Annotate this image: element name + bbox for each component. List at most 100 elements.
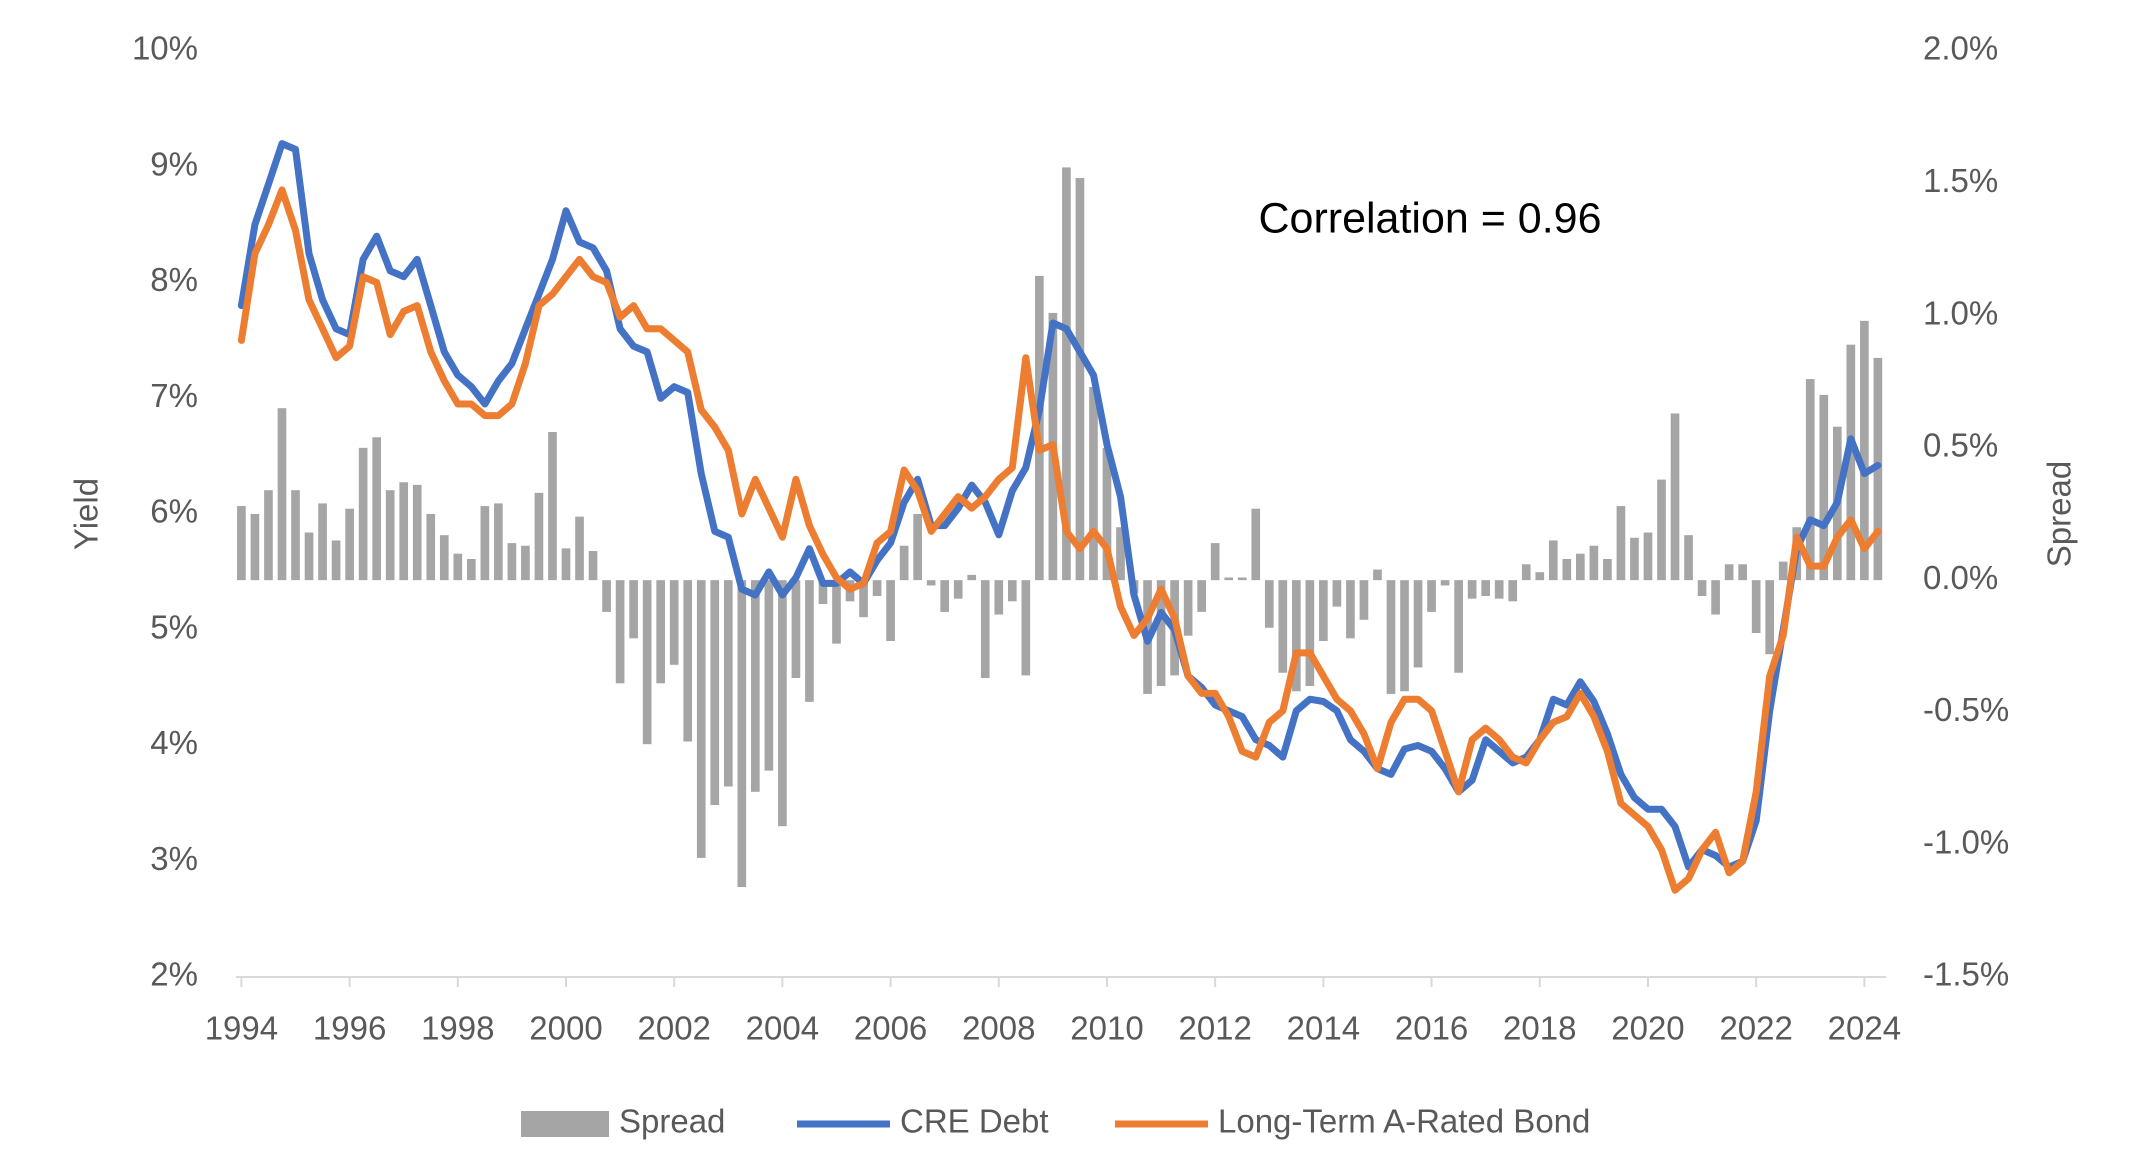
bar	[1454, 580, 1463, 673]
x-tick-label: 2016	[1395, 1010, 1468, 1047]
bar	[1819, 394, 1829, 581]
bar	[696, 580, 706, 858]
bar	[656, 580, 665, 684]
bar	[967, 574, 977, 581]
x-tick-label: 2008	[962, 1010, 1035, 1047]
bar	[791, 580, 801, 679]
y-tick-label: 9%	[150, 145, 198, 182]
bar	[412, 484, 422, 581]
y-tick-label: 10%	[132, 30, 198, 67]
bar	[859, 580, 868, 618]
bar	[669, 580, 679, 665]
line	[237, 140, 1882, 871]
bar	[1440, 580, 1450, 586]
bar	[1237, 577, 1247, 581]
bar	[1319, 580, 1328, 641]
bar	[899, 545, 909, 581]
bar	[1089, 387, 1098, 581]
bar	[548, 431, 557, 581]
bar	[250, 514, 260, 581]
bar	[521, 545, 530, 581]
bar	[805, 580, 814, 702]
x-tick-label: 2020	[1611, 1010, 1684, 1047]
bar	[1400, 580, 1409, 692]
bar	[1751, 580, 1761, 634]
bar	[277, 408, 287, 581]
bar	[264, 490, 273, 581]
bar	[345, 508, 354, 581]
bar	[1075, 177, 1085, 581]
bar	[1521, 564, 1531, 581]
annotation: Correlation = 0.96	[1258, 194, 1601, 242]
bar	[1535, 572, 1545, 581]
bar	[453, 553, 463, 581]
bar	[1292, 580, 1301, 692]
bar	[615, 580, 625, 684]
bar	[1846, 344, 1856, 581]
bar	[1278, 580, 1288, 673]
bar	[426, 514, 436, 581]
bar	[1805, 379, 1815, 581]
bar	[1697, 580, 1707, 597]
x-tick-label: 2024	[1828, 1010, 1901, 1047]
legend-label: CRE Debt	[900, 1103, 1049, 1140]
bar	[1657, 479, 1666, 581]
bar	[1116, 527, 1125, 581]
bar	[980, 580, 990, 679]
bar	[1332, 580, 1342, 607]
bar	[683, 580, 693, 742]
bar	[832, 580, 841, 644]
x-tick-label: 2012	[1178, 1010, 1251, 1047]
bar	[737, 580, 747, 888]
bar	[1481, 580, 1490, 597]
bar	[1508, 580, 1518, 602]
x-tick-label: 1994	[205, 1010, 278, 1047]
bar	[1643, 532, 1653, 581]
bar	[358, 447, 368, 581]
bar	[764, 580, 774, 771]
y-tick-label: 4%	[150, 724, 198, 761]
y2-tick-label: 0.0%	[1923, 559, 1998, 596]
bar	[629, 580, 638, 639]
bar	[642, 580, 652, 745]
bar	[1210, 543, 1220, 581]
y2-tick-label: -0.5%	[1923, 691, 2009, 728]
bar	[886, 580, 895, 641]
y-tick-label: 3%	[150, 840, 198, 877]
bar	[1264, 580, 1274, 628]
bar	[723, 580, 733, 787]
bar	[1102, 447, 1112, 581]
bar	[534, 492, 544, 581]
bar	[913, 514, 922, 581]
x-tick-label: 2010	[1070, 1010, 1143, 1047]
x-tick-label: 2000	[529, 1010, 602, 1047]
bar	[399, 482, 409, 581]
bar	[602, 580, 611, 612]
bar	[1860, 320, 1869, 581]
y-tick-label: 6%	[150, 493, 198, 530]
bar	[1630, 537, 1639, 581]
bar	[1359, 580, 1369, 620]
bar	[1007, 580, 1017, 602]
y2-tick-label: 1.0%	[1923, 294, 1998, 331]
bar	[575, 516, 584, 581]
bar	[1183, 580, 1193, 636]
bar	[1548, 540, 1558, 581]
bar	[467, 558, 476, 581]
bar	[940, 580, 950, 612]
bar	[480, 506, 490, 581]
x-tick-label: 2002	[637, 1010, 710, 1047]
bar	[304, 532, 314, 581]
bar	[1494, 580, 1504, 599]
bar	[331, 540, 341, 581]
y2-axis-label: Spread	[2041, 461, 2078, 567]
bar	[1738, 564, 1747, 581]
bar	[439, 535, 449, 581]
bar	[1251, 508, 1261, 581]
bar	[507, 543, 517, 581]
x-tick-label: 2004	[746, 1010, 819, 1047]
bar	[751, 580, 760, 792]
y2-tick-label: -1.5%	[1923, 956, 2009, 993]
legend-swatch	[521, 1111, 609, 1137]
